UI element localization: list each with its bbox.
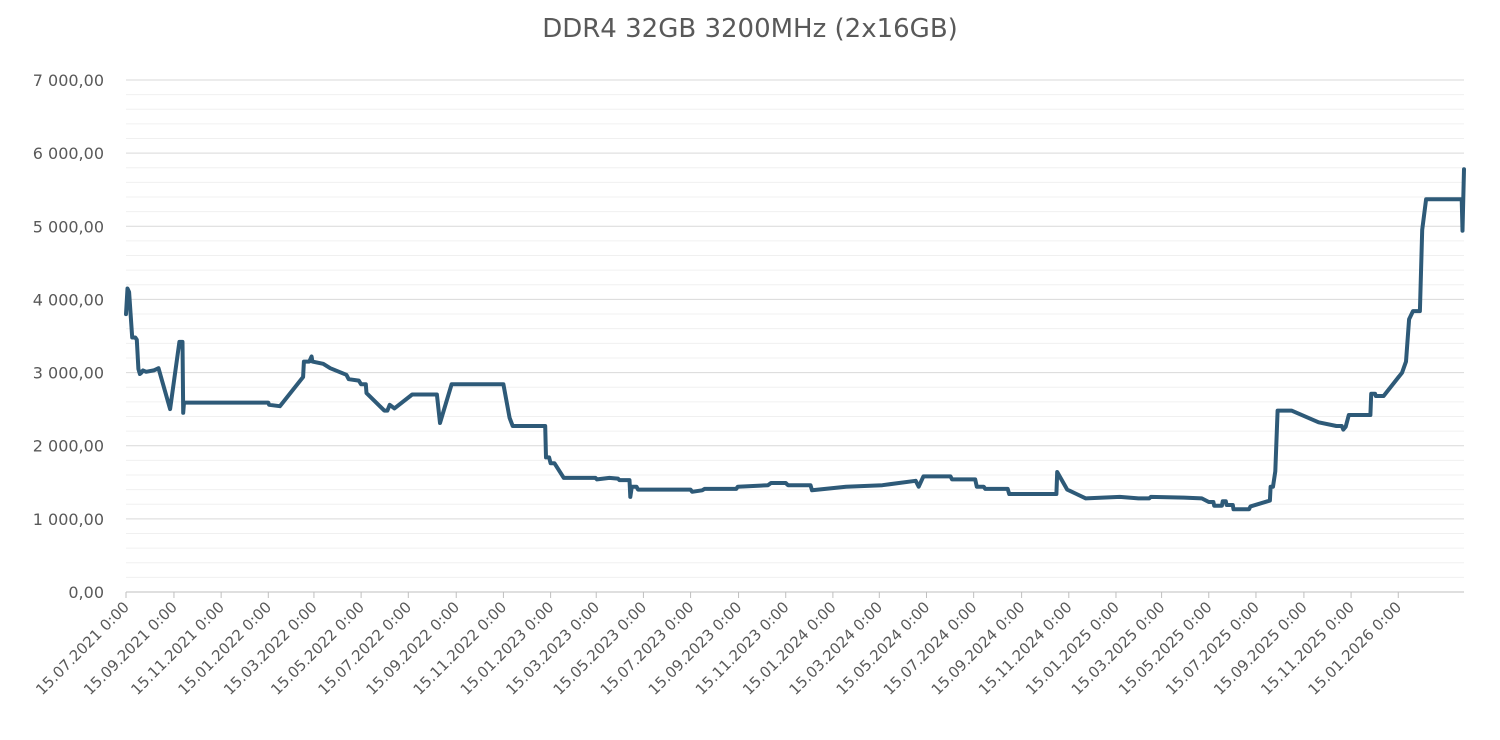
y-axis-ticks: 0,00 1 000,00 2 000,00 3 000,00 4 000,00 5 00… — [33, 71, 104, 602]
y-tick-label: 4 000,00 — [33, 290, 104, 309]
y-tick-label: 5 000,00 — [33, 217, 104, 236]
series-layer — [124, 167, 1466, 512]
y-tick-label: 2 000,00 — [33, 437, 104, 456]
gridlines — [126, 79, 1464, 578]
series-line — [124, 167, 1466, 512]
y-tick-label: 3 000,00 — [33, 364, 104, 383]
y-tick-label: 6 000,00 — [33, 144, 104, 163]
y-tick-label: 1 000,00 — [33, 510, 104, 529]
y-tick-label: 7 000,00 — [33, 71, 104, 90]
chart-title: DDR4 32GB 3200MHz (2x16GB) — [542, 14, 958, 44]
y-tick-label: 0,00 — [68, 583, 104, 602]
